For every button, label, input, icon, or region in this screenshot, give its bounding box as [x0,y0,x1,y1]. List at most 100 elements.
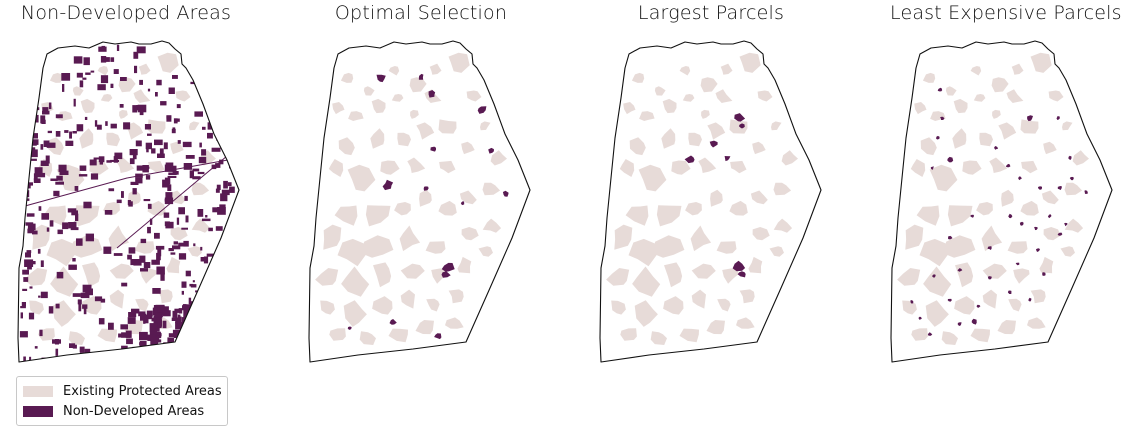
protected-area [916,205,940,226]
non-developed-parcel [201,70,207,73]
protected-area [690,225,712,252]
legend-swatch-non-developed [23,405,53,417]
protected-area [773,182,792,196]
non-developed-parcel [68,222,76,229]
non-developed-parcel [241,203,244,206]
non-developed-parcel [20,306,26,309]
non-developed-parcel [178,253,187,260]
selected-parcel [1057,186,1062,190]
selected-parcel [477,106,487,114]
non-developed-parcel [238,125,239,131]
non-developed-parcel [219,159,224,165]
non-developed-parcel [23,91,30,94]
protected-area [409,77,427,93]
protected-area [370,128,385,149]
non-developed-parcel [29,158,37,161]
non-developed-parcel [171,317,177,321]
selected-parcel [947,156,954,163]
non-developed-parcel [221,42,227,48]
non-developed-parcel [55,303,60,309]
protected-area [191,182,210,196]
non-developed-parcel [234,259,239,266]
non-developed-parcel [120,77,127,81]
non-developed-parcel [216,359,225,362]
non-developed-parcel [71,210,78,216]
protected-area [337,238,368,267]
non-developed-parcel [38,295,41,298]
selected-parcel [732,260,746,272]
non-developed-parcel [167,175,177,178]
protected-area [478,246,493,257]
protected-area [372,296,393,315]
protected-area [620,328,637,341]
non-developed-parcel [219,204,226,212]
selected-parcel [502,190,509,197]
selected-parcel [987,276,992,280]
protected-area [920,137,937,156]
non-developed-parcel [78,174,88,177]
non-developed-parcel [195,307,200,315]
protected-area [189,121,200,131]
protected-area [682,94,695,102]
selected-parcel [724,156,731,162]
non-developed-parcel [47,130,52,134]
protected-area [639,111,655,121]
protected-area [700,77,718,93]
protected-area [347,164,376,192]
protected-area [1001,189,1014,207]
selected-parcel [460,201,465,206]
non-developed-parcel [79,165,87,171]
non-developed-parcel [234,210,239,219]
protected-area [438,200,457,216]
protected-area [1064,218,1084,233]
protected-area [328,159,344,177]
non-developed-parcel [215,226,223,231]
non-developed-parcel [241,84,246,87]
non-developed-parcel [178,308,183,314]
panel-title-non-developed: Non-Developed Areas [20,2,232,24]
non-developed-parcel [157,319,161,328]
non-developed-parcel [139,341,147,350]
non-developed-parcel [202,126,206,130]
non-developed-parcel [103,246,112,254]
protected-area [752,141,766,155]
protected-area [943,235,976,258]
non-developed-parcel [235,208,239,211]
non-developed-parcel [192,176,201,180]
non-developed-parcel [156,266,165,275]
protected-area [445,317,464,329]
protected-area [715,89,733,103]
non-developed-parcel [53,190,60,197]
non-developed-parcel [61,73,71,81]
non-developed-parcel [143,199,151,202]
non-developed-parcel [197,66,206,73]
protected-area [619,159,635,177]
legend-swatch-protected [23,385,53,397]
protected-area [781,150,798,166]
non-developed-parcel [150,337,159,345]
protected-area [419,189,432,207]
non-developed-parcel [168,333,176,337]
non-developed-parcel [32,91,36,96]
non-developed-parcel [186,341,196,349]
non-developed-parcel [56,175,63,181]
non-developed-parcel [72,131,77,134]
non-developed-parcel [83,307,87,315]
non-developed-parcel [108,322,114,330]
non-developed-parcel [55,348,59,356]
non-developed-parcel [215,297,222,305]
protected-area [400,289,415,309]
non-developed-parcel [96,124,102,130]
non-developed-parcel [28,182,33,186]
protected-area [457,256,472,274]
non-developed-parcel [177,118,180,122]
protected-area [426,298,440,312]
non-developed-parcel [80,292,90,299]
non-developed-parcel [178,242,185,247]
protected-area [416,122,435,140]
non-developed-parcel [241,55,248,60]
protected-area [116,157,135,173]
non-developed-parcel [84,348,91,356]
non-developed-parcel [34,346,38,349]
selected-parcel [940,116,945,120]
